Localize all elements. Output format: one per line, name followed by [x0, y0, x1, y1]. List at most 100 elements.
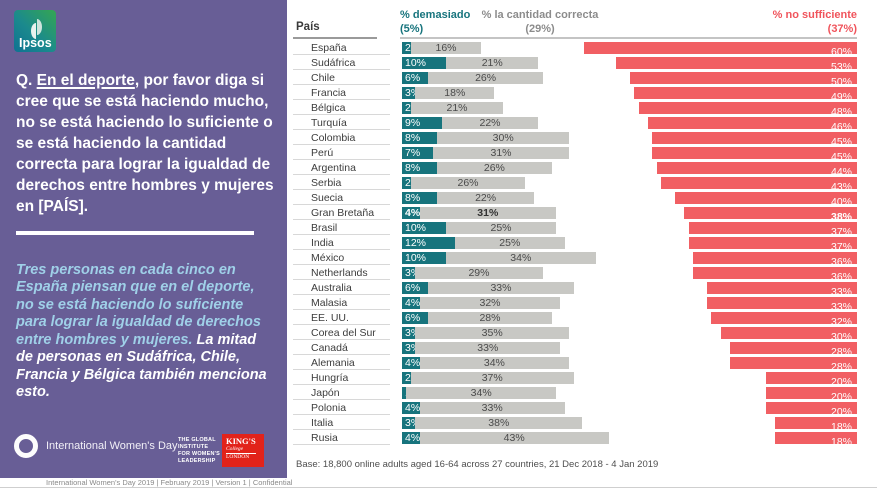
- country-label: Perú: [293, 146, 390, 160]
- not-enough-bar: 20%: [766, 402, 857, 418]
- stacked-bar: 7% 31%: [402, 147, 570, 159]
- not-enough-bar: 33%: [706, 282, 857, 298]
- country-label: Italia: [293, 416, 390, 430]
- kings-logo-line: LONDON: [226, 453, 256, 461]
- not-enough-bar: 45%: [652, 147, 857, 163]
- country-label: Corea del Sur: [293, 326, 390, 340]
- too-much-bar-segment: 6%: [402, 282, 429, 294]
- sidebar-divider: [16, 231, 254, 235]
- not-enough-value: 28%: [830, 361, 852, 373]
- chart-row: Perú 7% 31% 45%: [293, 146, 857, 163]
- stacked-bar: 4% 43%: [402, 432, 609, 444]
- callout-highlight-white: La mitad de personas en Sudáfrica, Chile…: [16, 331, 267, 401]
- too-much-bar-segment: 10%: [402, 57, 446, 69]
- not-enough-bar: 40%: [675, 192, 857, 208]
- stacked-bar: 2% 21%: [402, 102, 504, 114]
- right-amount-bar-segment: 33%: [415, 342, 561, 354]
- kings-logo-line: College: [226, 446, 244, 452]
- right-amount-value: 34%: [470, 387, 492, 399]
- too-much-bar-segment: 8%: [402, 132, 438, 144]
- iwd-ring-icon: [14, 434, 38, 458]
- right-amount-value: 37%: [481, 372, 503, 384]
- legend-not-enough: % no sufficiente (37%): [773, 8, 857, 36]
- too-much-value: 4%: [405, 297, 421, 309]
- right-amount-bar-segment: 34%: [419, 357, 570, 369]
- stacked-bar: 6% 33%: [402, 282, 574, 294]
- legend-too-much: % demasiado (5%): [400, 8, 470, 36]
- country-label: India: [293, 236, 390, 250]
- not-enough-bar: 53%: [615, 57, 857, 73]
- chart-row: Canadá 3% 33% 28%: [293, 341, 857, 358]
- right-amount-bar-segment: 35%: [415, 327, 570, 339]
- too-much-bar-segment: 2%: [402, 102, 420, 114]
- not-enough-value: 60%: [830, 46, 852, 58]
- right-amount-bar-segment: 16%: [410, 42, 482, 54]
- right-amount-bar-segment: 37%: [410, 372, 574, 384]
- not-enough-value: 48%: [830, 106, 852, 118]
- not-enough-value: 20%: [830, 376, 852, 388]
- not-enough-value: 43%: [830, 181, 852, 193]
- country-label: Chile: [293, 71, 390, 85]
- stacked-bar: 8% 22%: [402, 192, 534, 204]
- country-label: Argentina: [293, 161, 390, 175]
- stacked-bar: 10% 25%: [402, 222, 556, 234]
- not-enough-value: 33%: [830, 301, 852, 313]
- not-enough-value: 28%: [830, 346, 852, 358]
- chart-row: Francia 3% 18% 49%: [293, 86, 857, 103]
- too-much-bar-segment: 9%: [402, 117, 442, 129]
- country-label: Alemania: [293, 356, 390, 370]
- not-enough-value: 49%: [830, 91, 852, 103]
- stacked-bar: 4% 32%: [402, 297, 561, 309]
- stacked-bar: 6% 26%: [402, 72, 543, 84]
- country-label: Brasil: [293, 221, 390, 235]
- country-label: Japón: [293, 386, 390, 400]
- country-label: Hungría: [293, 371, 390, 385]
- country-label: Canadá: [293, 341, 390, 355]
- not-enough-bar: 28%: [729, 342, 857, 358]
- too-much-value: 10%: [405, 57, 427, 69]
- right-amount-value: 35%: [481, 327, 503, 339]
- right-amount-value: 43%: [503, 432, 525, 444]
- too-much-bar-segment: 3%: [402, 342, 420, 354]
- sidebar: Ipsos Q. En el deporte, por favor diga s…: [0, 0, 287, 478]
- chart-row: Turquía 9% 22% 46%: [293, 116, 857, 133]
- too-much-value: 9%: [405, 117, 421, 129]
- too-much-bar-segment: 2%: [402, 372, 420, 384]
- not-enough-value: 36%: [830, 256, 852, 268]
- stacked-bar: 10% 34%: [402, 252, 596, 264]
- right-amount-bar-segment: 38%: [415, 417, 583, 429]
- country-label: Serbia: [293, 176, 390, 190]
- country-column-header: País: [296, 21, 320, 33]
- right-amount-bar-segment: 21%: [410, 102, 504, 114]
- right-amount-bar-segment: 22%: [441, 117, 539, 129]
- not-enough-bar: 18%: [775, 432, 857, 448]
- legend-not-enough-label: % no sufficiente: [772, 9, 857, 21]
- country-label: Australia: [293, 281, 390, 295]
- too-much-bar-segment: 2%: [402, 42, 420, 54]
- not-enough-bar: 38%: [684, 207, 857, 223]
- right-amount-bar-segment: 34%: [406, 387, 556, 399]
- right-amount-value: 26%: [475, 72, 497, 84]
- country-label: Suecia: [293, 191, 390, 205]
- kings-logo-line: KING'S: [226, 436, 256, 446]
- too-much-bar-segment: 4%: [402, 207, 420, 219]
- right-amount-bar-segment: 34%: [446, 252, 596, 264]
- stacked-bar: 6% 28%: [402, 312, 552, 324]
- right-amount-value: 28%: [479, 312, 501, 324]
- right-amount-value: 34%: [510, 252, 532, 264]
- right-amount-bar-segment: 31%: [432, 147, 570, 159]
- chart-row: Brasil 10% 25% 37%: [293, 221, 857, 238]
- not-enough-bar: 48%: [638, 102, 857, 118]
- not-enough-bar: 45%: [652, 132, 857, 148]
- not-enough-value: 36%: [830, 271, 852, 283]
- not-enough-bar: 50%: [629, 72, 857, 88]
- too-much-value: 6%: [405, 312, 421, 324]
- too-much-bar-segment: 3%: [402, 327, 420, 339]
- too-much-bar-segment: 4%: [402, 357, 420, 369]
- stacked-bar: 2% 37%: [402, 372, 574, 384]
- giwl-logo-line: THE GLOBAL: [178, 437, 216, 443]
- question-underlined-phrase: En el deporte: [36, 71, 135, 89]
- not-enough-bar: 36%: [693, 267, 857, 283]
- right-amount-value: 31%: [490, 147, 512, 159]
- too-much-value: 10%: [405, 252, 427, 264]
